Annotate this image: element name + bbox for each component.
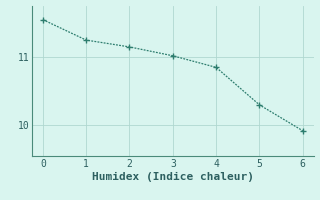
X-axis label: Humidex (Indice chaleur): Humidex (Indice chaleur) — [92, 172, 254, 182]
